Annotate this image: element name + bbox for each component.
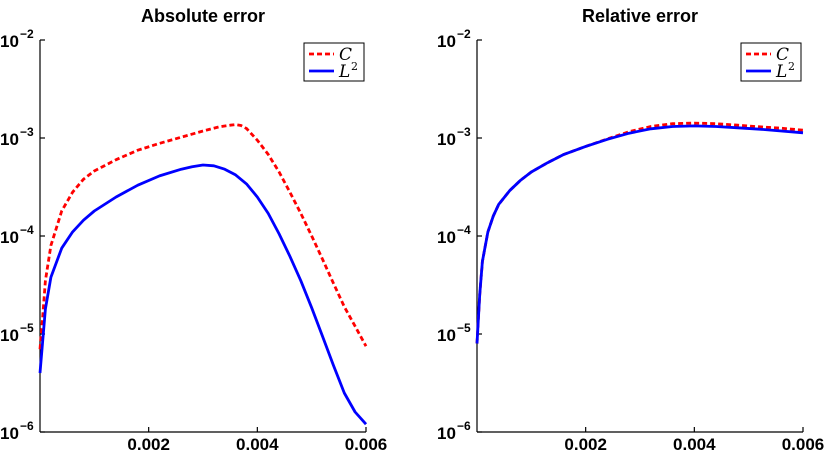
chart-title: Absolute error — [141, 6, 265, 26]
y-tick-exponent: −2 — [457, 27, 471, 41]
y-tick-label: 10 — [0, 326, 19, 345]
legend-box — [740, 42, 802, 82]
y-tick-label: 10 — [0, 228, 19, 247]
y-tick-label: 10 — [0, 130, 19, 149]
series-line-l2 — [38, 163, 368, 426]
legend-label: C — [776, 45, 789, 65]
legend-label-superscript: 2 — [788, 60, 795, 73]
x-tick-label: 0.004 — [673, 435, 716, 454]
y-tick-label: 10 — [437, 424, 456, 443]
legend-label: C — [339, 45, 352, 65]
x-tick-label: 0.002 — [127, 435, 170, 454]
legend: CL 2 — [740, 42, 802, 82]
legend-label: L — [775, 62, 787, 82]
y-tick-exponent: −5 — [457, 321, 471, 335]
y-tick-label: 10 — [437, 32, 456, 51]
x-tick-label: 0.004 — [236, 435, 279, 454]
y-tick-exponent: −3 — [457, 125, 471, 139]
y-tick-exponent: −6 — [457, 419, 471, 433]
y-tick-label: 10 — [0, 32, 19, 51]
y-tick-exponent: −4 — [457, 223, 471, 237]
y-tick-exponent: −4 — [20, 223, 34, 237]
series-line-c — [38, 123, 368, 350]
y-tick-exponent: −3 — [20, 125, 34, 139]
legend: CL 2 — [303, 42, 365, 82]
y-tick-label: 10 — [0, 424, 19, 443]
legend-label-superscript: 2 — [351, 60, 358, 73]
y-tick-exponent: −2 — [20, 27, 34, 41]
chart-title: Relative error — [582, 6, 698, 26]
series-line-l2 — [475, 124, 804, 344]
y-tick-exponent: −5 — [20, 321, 34, 335]
y-tick-exponent: −6 — [20, 419, 34, 433]
x-tick-label: 0.002 — [564, 435, 607, 454]
y-tick-label: 10 — [437, 326, 456, 345]
legend-label: L — [338, 62, 350, 82]
y-tick-label: 10 — [437, 228, 456, 247]
y-tick-label: 10 — [437, 130, 456, 149]
x-tick-label: 0.006 — [782, 435, 825, 454]
series-line-c — [475, 121, 804, 344]
legend-box — [303, 42, 365, 82]
x-tick-label: 0.006 — [345, 435, 388, 454]
